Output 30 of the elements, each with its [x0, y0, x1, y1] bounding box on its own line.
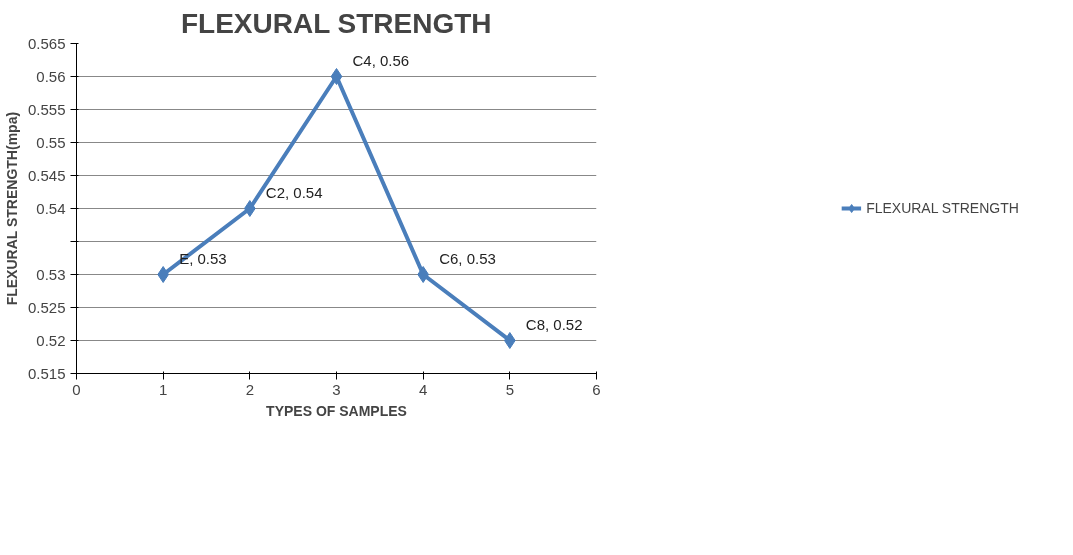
y-tick-label: 0.54 — [36, 199, 66, 217]
y-tick-label: 0.52 — [36, 331, 66, 349]
x-axis-title: TYPES OF SAMPLES — [266, 402, 407, 419]
y-tick-label: 0.55 — [36, 133, 66, 151]
data-label: C8, 0.52 — [525, 315, 583, 333]
data-label: C6, 0.53 — [439, 249, 496, 267]
point — [157, 266, 169, 283]
x-tick-label: 3 — [332, 380, 341, 398]
point — [244, 200, 256, 217]
point — [417, 266, 429, 283]
x-tick-label: 5 — [505, 380, 515, 398]
y-tick-label: 0.53 — [36, 265, 66, 283]
x-tick-label: 0 — [72, 380, 81, 398]
y-tick-label: 0.545 — [27, 166, 66, 184]
x-tick-label: 4 — [419, 380, 428, 398]
point — [504, 332, 516, 349]
x-tick-label: 1 — [159, 380, 168, 398]
point — [330, 68, 343, 85]
x-tick-label: 2 — [245, 380, 255, 398]
y-tick-label: 0.525 — [27, 298, 66, 316]
data-label: C2, 0.54 — [265, 183, 323, 201]
x-tick-label: 6 — [592, 380, 601, 398]
data-label: C4, 0.56 — [352, 51, 410, 69]
y-tick-label: 0.515 — [27, 364, 66, 382]
y-axis-title: FLEXURAL STRENGTH(mpa) — [3, 111, 20, 306]
y-tick-label: 0.565 — [27, 34, 66, 52]
chart-title: FLEXURAL STRENGTH — [180, 7, 492, 39]
y-tick-label: 0.56 — [36, 67, 66, 85]
legend-label: FLEXURAL STRENGTH — [866, 200, 1019, 216]
y-tick-label: 0.555 — [27, 100, 66, 118]
